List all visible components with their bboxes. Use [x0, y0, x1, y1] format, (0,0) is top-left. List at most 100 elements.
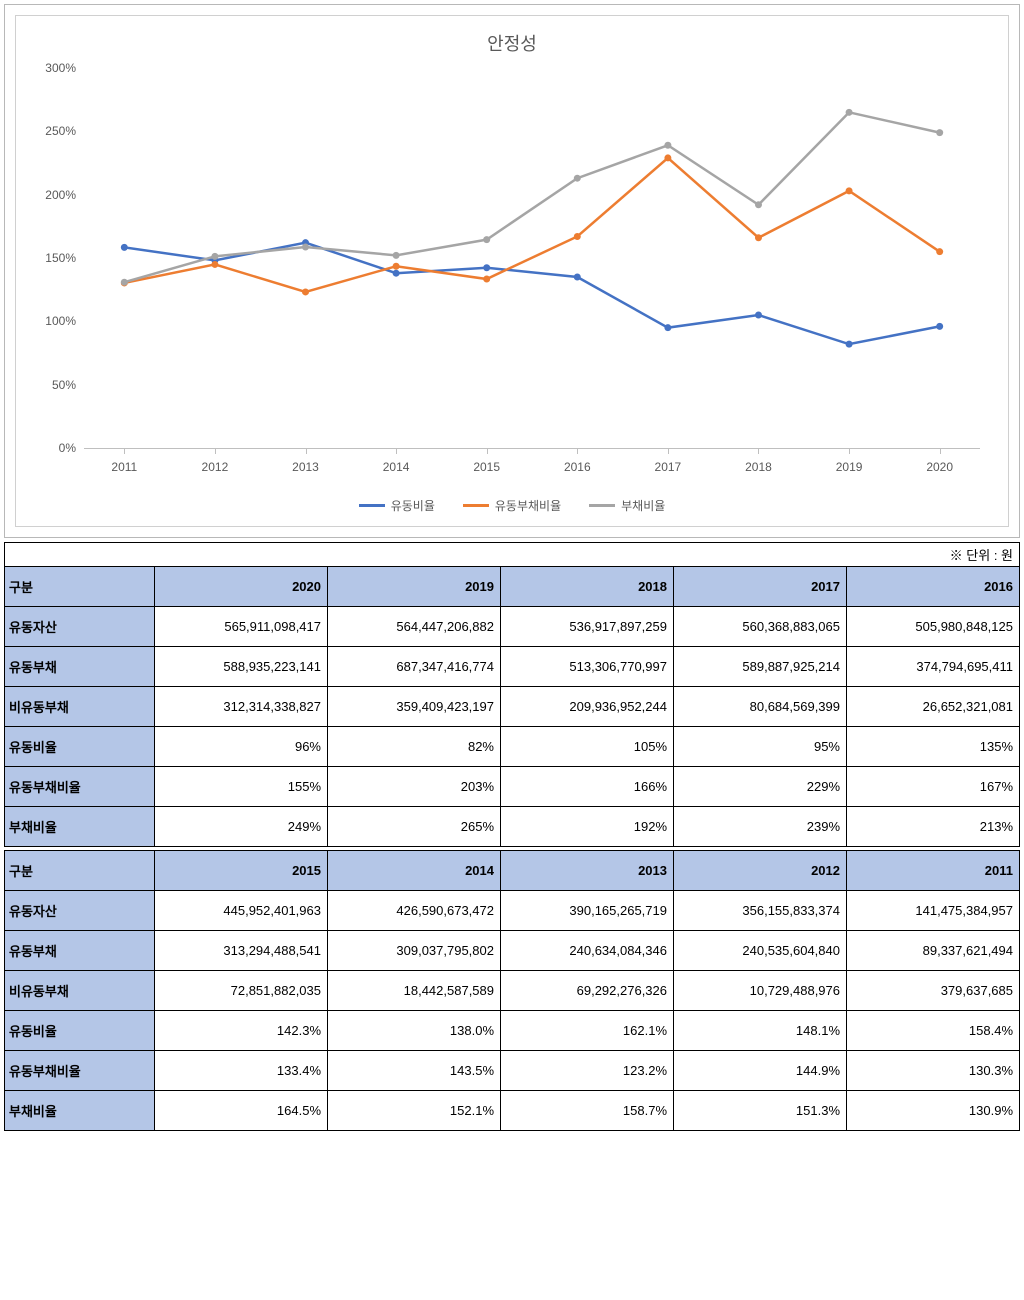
table-year-header: 2013	[501, 851, 674, 891]
table-cell: 105%	[501, 727, 674, 767]
table-cell: 239%	[674, 807, 847, 847]
y-axis-label: 50%	[24, 378, 76, 392]
x-axis-label: 2019	[836, 460, 863, 474]
x-axis-label: 2011	[111, 460, 137, 474]
series-marker	[302, 243, 309, 250]
x-axis-label: 2012	[202, 460, 229, 474]
x-axis-label: 2020	[926, 460, 953, 474]
table-cell: 130.9%	[847, 1091, 1020, 1131]
x-axis-label: 2015	[473, 460, 500, 474]
table-row: 비유동부채72,851,882,03518,442,587,58969,292,…	[5, 971, 1020, 1011]
table-year-header: 2017	[674, 567, 847, 607]
series-marker	[302, 288, 309, 295]
legend-swatch	[589, 504, 615, 507]
chart-title: 안정성	[24, 30, 1000, 56]
table-cell: 588,935,223,141	[155, 647, 328, 687]
y-axis-label: 200%	[24, 188, 76, 202]
legend-label: 유동비율	[391, 497, 435, 514]
table-cell: 158.4%	[847, 1011, 1020, 1051]
y-axis-label: 250%	[24, 124, 76, 138]
series-marker	[574, 175, 581, 182]
series-marker	[574, 233, 581, 240]
y-axis-label: 0%	[24, 441, 76, 455]
table-cell: 359,409,423,197	[328, 687, 501, 727]
series-marker	[936, 129, 943, 136]
table-cell: 560,368,883,065	[674, 607, 847, 647]
table-cell: 135%	[847, 727, 1020, 767]
table-cell: 89,337,621,494	[847, 931, 1020, 971]
data-table-2: 구분20152014201320122011유동자산445,952,401,96…	[4, 850, 1020, 1131]
legend-label: 부채비율	[621, 497, 665, 514]
table-year-header: 2015	[155, 851, 328, 891]
table-cell: 265%	[328, 807, 501, 847]
table-cell: 687,347,416,774	[328, 647, 501, 687]
series-marker	[121, 279, 128, 286]
data-table-1: 구분20202019201820172016유동자산565,911,098,41…	[4, 566, 1020, 847]
table-cell: 374,794,695,411	[847, 647, 1020, 687]
table-corner: 구분	[5, 851, 155, 891]
series-marker	[936, 323, 943, 330]
table-row-label: 비유동부채	[5, 971, 155, 1011]
table-cell: 130.3%	[847, 1051, 1020, 1091]
table-cell: 18,442,587,589	[328, 971, 501, 1011]
table-row: 비유동부채312,314,338,827359,409,423,197209,9…	[5, 687, 1020, 727]
table-cell: 167%	[847, 767, 1020, 807]
table-row: 유동부채비율133.4%143.5%123.2%144.9%130.3%	[5, 1051, 1020, 1091]
series-marker	[483, 276, 490, 283]
table-row-label: 유동비율	[5, 1011, 155, 1051]
table-cell: 505,980,848,125	[847, 607, 1020, 647]
table-cell: 192%	[501, 807, 674, 847]
table-row: 유동부채588,935,223,141687,347,416,774513,30…	[5, 647, 1020, 687]
series-marker	[211, 253, 218, 260]
table-row: 유동비율142.3%138.0%162.1%148.1%158.4%	[5, 1011, 1020, 1051]
table-cell: 564,447,206,882	[328, 607, 501, 647]
series-marker	[664, 324, 671, 331]
series-marker	[393, 252, 400, 259]
x-axis-label: 2017	[655, 460, 682, 474]
table-cell: 10,729,488,976	[674, 971, 847, 1011]
series-marker	[211, 261, 218, 268]
table-cell: 158.7%	[501, 1091, 674, 1131]
legend-item: 부채비율	[589, 497, 665, 514]
table-cell: 152.1%	[328, 1091, 501, 1131]
table-cell: 133.4%	[155, 1051, 328, 1091]
series-marker	[574, 274, 581, 281]
table-cell: 82%	[328, 727, 501, 767]
series-marker	[846, 341, 853, 348]
x-axis-label: 2018	[745, 460, 772, 474]
unit-note: ※ 단위 : 원	[4, 542, 1020, 566]
table-row: 부채비율164.5%152.1%158.7%151.3%130.9%	[5, 1091, 1020, 1131]
table-cell: 148.1%	[674, 1011, 847, 1051]
x-axis-line	[84, 448, 980, 449]
table-row-label: 부채비율	[5, 807, 155, 847]
table-cell: 390,165,265,719	[501, 891, 674, 931]
table-cell: 26,652,321,081	[847, 687, 1020, 727]
series-marker	[846, 187, 853, 194]
table-row: 유동자산565,911,098,417564,447,206,882536,91…	[5, 607, 1020, 647]
table-cell: 213%	[847, 807, 1020, 847]
table-corner: 구분	[5, 567, 155, 607]
legend-label: 유동부채비율	[495, 497, 561, 514]
table-cell: 565,911,098,417	[155, 607, 328, 647]
table-cell: 312,314,338,827	[155, 687, 328, 727]
series-marker	[755, 201, 762, 208]
table-cell: 166%	[501, 767, 674, 807]
table-cell: 240,535,604,840	[674, 931, 847, 971]
x-tick-mark	[396, 448, 397, 454]
y-axis-label: 150%	[24, 251, 76, 265]
y-axis-label: 300%	[24, 61, 76, 75]
table-year-header: 2018	[501, 567, 674, 607]
table-row: 부채비율249%265%192%239%213%	[5, 807, 1020, 847]
table-cell: 313,294,488,541	[155, 931, 328, 971]
table-cell: 151.3%	[674, 1091, 847, 1131]
table-row: 유동비율96%82%105%95%135%	[5, 727, 1020, 767]
y-axis-label: 100%	[24, 314, 76, 328]
table-row: 유동부채313,294,488,541309,037,795,802240,63…	[5, 931, 1020, 971]
series-marker	[664, 154, 671, 161]
table-year-header: 2016	[847, 567, 1020, 607]
x-tick-mark	[215, 448, 216, 454]
x-tick-mark	[306, 448, 307, 454]
table-year-header: 2020	[155, 567, 328, 607]
x-axis-label: 2013	[292, 460, 319, 474]
legend-swatch	[359, 504, 385, 507]
